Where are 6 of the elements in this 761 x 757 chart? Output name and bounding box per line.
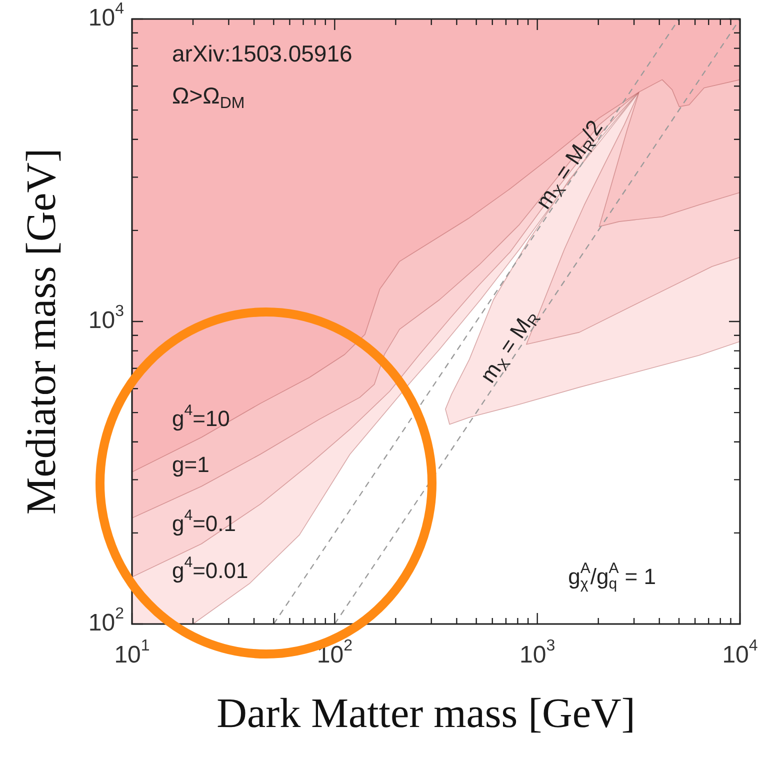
text: mX = MR/2	[530, 116, 608, 214]
series-label: g=1	[172, 452, 210, 478]
annotation: arXiv:1503.05916	[172, 40, 352, 66]
y-axis-title: Mediator mass [GeV]	[19, 148, 66, 515]
x-axis-title: Dark Matter mass [GeV]	[216, 691, 636, 738]
text: mX = MR	[475, 310, 545, 388]
